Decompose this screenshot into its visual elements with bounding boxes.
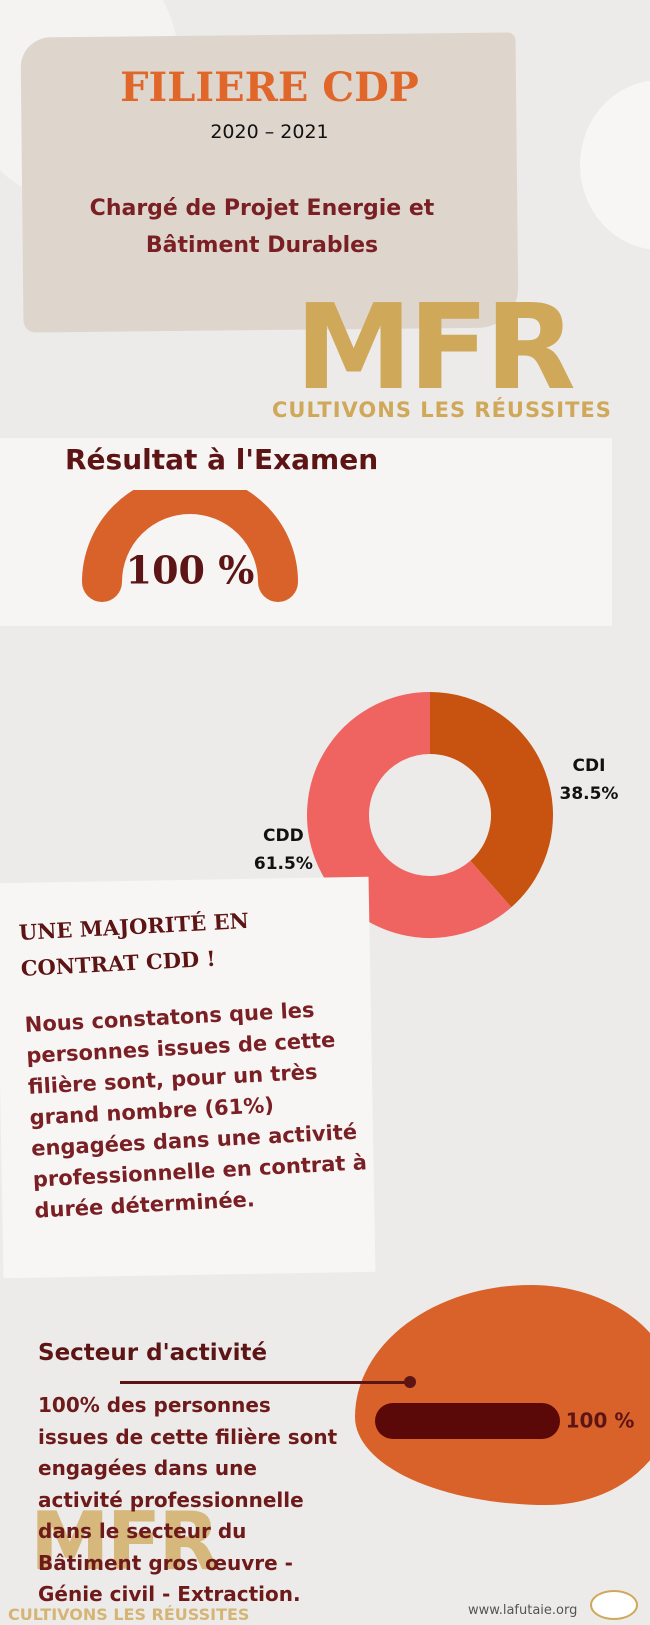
footer-logo-brand: MFR xyxy=(30,1495,220,1588)
donut-value-label: 38.5% xyxy=(559,784,618,804)
years: 2020 – 2021 xyxy=(210,121,329,143)
footer-partner-logo xyxy=(590,1590,638,1620)
progress-bar xyxy=(375,1403,560,1439)
gauge-value-label: 100 % xyxy=(126,548,255,593)
progress-value-label: 100 % xyxy=(566,1409,635,1433)
callout-title: UNE MAJORITÉ EN CONTRAT CDD ! xyxy=(18,903,251,987)
sector-rule xyxy=(120,1381,410,1384)
sector-dot xyxy=(404,1376,416,1388)
footer-url: www.lafutaie.org xyxy=(468,1603,578,1618)
donut-chart: CDI 38.5% CDD 61.5% xyxy=(254,692,618,938)
logo-tagline: CULTIVONS LES RÉUSSITES xyxy=(272,398,612,422)
sector-text: 100% des personnes issues de cette filiè… xyxy=(38,1393,338,1606)
footer-logo-tagline: CULTIVONS LES RÉUSSITES xyxy=(8,1605,250,1624)
bg-shape xyxy=(580,80,650,250)
subtitle: Chargé de Projet Energie et Bâtiment Dur… xyxy=(89,196,435,258)
gauge-chart: 100 % xyxy=(82,490,298,602)
progress-chart: 100 % xyxy=(375,1403,635,1439)
gauge-arc xyxy=(82,490,298,602)
donut-value-label: 61.5% xyxy=(254,854,313,874)
exam-title: Résultat à l'Examen xyxy=(65,443,379,476)
donut-category-label: CDI xyxy=(573,756,606,776)
donut-category-label: CDD xyxy=(263,826,304,846)
donut-segment xyxy=(428,692,553,908)
callout-text: Nous constatons que les personnes issues… xyxy=(24,997,368,1223)
sector-title: Secteur d'activité xyxy=(38,1340,268,1366)
sector-blob xyxy=(355,1285,650,1505)
title: FILIERE CDP xyxy=(120,64,419,111)
donut-segment xyxy=(307,692,512,938)
logo-brand: MFR xyxy=(295,278,576,416)
